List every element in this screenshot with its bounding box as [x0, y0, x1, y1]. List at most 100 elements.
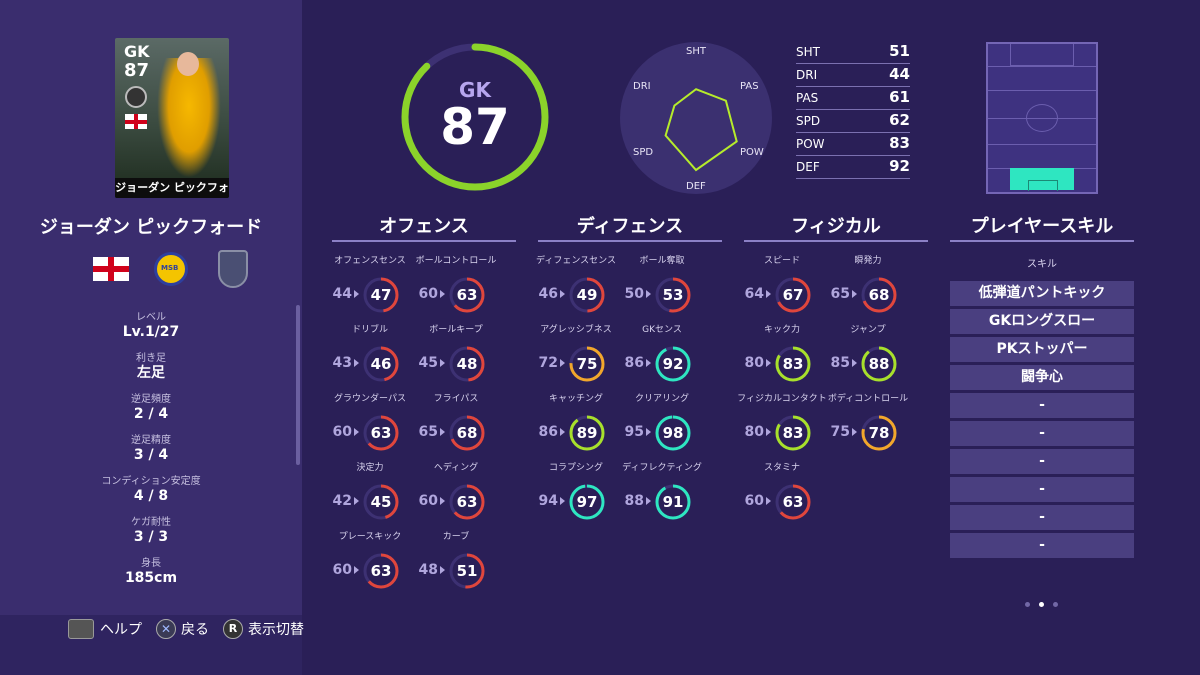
stat-current-value: 97 — [576, 493, 598, 511]
player-name: ジョーダン ピックフォード — [39, 217, 263, 238]
stat-gauge-ring — [775, 484, 811, 520]
increase-arrow-icon — [440, 290, 445, 298]
stat-gauge-fill — [861, 346, 897, 382]
summary-row-sht: SHT 51 — [796, 42, 910, 64]
touchpad-button-icon[interactable] — [68, 619, 94, 639]
summary-key: PAS — [796, 91, 819, 105]
stat-gauge-fill — [775, 346, 811, 382]
stat-base-value: 94 — [538, 493, 558, 509]
summary-value: 62 — [889, 111, 910, 129]
pitch-centre-circle — [1026, 104, 1058, 132]
stat-base-value: 64 — [744, 286, 764, 302]
stat-name: ドリブル — [351, 325, 388, 335]
summary-row-spd: SPD 62 — [796, 111, 910, 133]
stat-name: ボールキープ — [429, 325, 483, 335]
skill-slot[interactable]: - — [950, 449, 1134, 474]
skills-header: スキル — [1027, 259, 1057, 270]
toggle-view-label[interactable]: 表示切替 — [248, 622, 304, 638]
stat-gauge-fill — [569, 277, 605, 313]
cross-button-icon[interactable]: ✕ — [156, 619, 176, 639]
player-card: GK 87 ジョーダン ピックフォード — [115, 38, 229, 198]
section-title-physical: フィジカル — [744, 212, 928, 242]
stat-base-value: 80 — [744, 424, 764, 440]
summary-value: 44 — [889, 65, 910, 83]
skill-slot[interactable]: 低弾道パントキック — [950, 281, 1134, 306]
attribute-value: 左足 — [137, 365, 165, 381]
stat-base-value: 60 — [744, 493, 764, 509]
physical-stat: スタミナ 60 63 — [742, 463, 822, 527]
summary-divider — [796, 155, 910, 156]
skill-slot[interactable]: - — [950, 533, 1134, 558]
stat-base-value: 42 — [332, 493, 352, 509]
physical-stat: キック力 80 83 — [742, 325, 822, 389]
skill-slot[interactable]: - — [950, 421, 1134, 446]
back-label[interactable]: 戻る — [181, 622, 209, 638]
stat-base-value: 65 — [830, 286, 850, 302]
stat-current-value: 51 — [456, 562, 478, 580]
attribute-value: 2 / 4 — [133, 406, 169, 422]
stat-gauge-ring — [655, 415, 691, 451]
radar-label-dri: DRI — [633, 81, 651, 92]
skill-slot[interactable]: - — [950, 505, 1134, 530]
stat-gauge-ring — [363, 553, 399, 589]
stat-gauge-fill — [363, 484, 399, 520]
attribute-label: レベル — [136, 312, 166, 323]
stat-base-value: 75 — [830, 424, 850, 440]
page-indicator-dot[interactable] — [1053, 602, 1058, 607]
skill-slot[interactable]: 闘争心 — [950, 365, 1134, 390]
page-indicator-dot-active[interactable] — [1039, 602, 1044, 607]
attribute-value: 3 / 4 — [133, 447, 169, 463]
stat-base-value: 60 — [332, 562, 352, 578]
scrollbar[interactable] — [296, 305, 300, 465]
stat-base-value: 86 — [538, 424, 558, 440]
league-emblem-icon — [218, 250, 248, 288]
stat-base-value: 50 — [624, 286, 644, 302]
skill-slot[interactable]: - — [950, 477, 1134, 502]
physical-stat: ジャンプ 85 88 — [828, 325, 908, 389]
r-button-icon[interactable]: R — [223, 619, 243, 639]
stat-current-value: 46 — [370, 355, 392, 373]
stat-current-value: 45 — [370, 493, 392, 511]
skill-slot[interactable]: GKロングスロー — [950, 309, 1134, 334]
stat-name: カーブ — [442, 532, 470, 542]
attribute-value: 3 / 3 — [133, 529, 169, 545]
increase-arrow-icon — [560, 497, 565, 505]
pitch-top-box — [1010, 44, 1074, 66]
stat-current-value: 91 — [662, 493, 684, 511]
stat-name: クリアリング — [634, 394, 689, 404]
section-title-defense: ディフェンス — [538, 212, 722, 242]
offense-stat: グラウンダーパス 60 63 — [330, 394, 410, 458]
summary-row-def: DEF 92 — [796, 157, 910, 179]
offense-stat: ヘディング 60 63 — [416, 463, 496, 527]
stat-current-value: 83 — [782, 424, 804, 442]
stat-current-value: 68 — [868, 286, 890, 304]
page-indicator-dot[interactable] — [1025, 602, 1030, 607]
offense-stat: オフェンスセンス 44 47 — [330, 256, 410, 320]
radar-label-pow: POW — [740, 147, 764, 158]
card-name: ジョーダン ピックフォード — [115, 178, 229, 198]
increase-arrow-icon — [766, 290, 771, 298]
stat-gauge-fill — [569, 346, 605, 382]
skill-slot[interactable]: PKストッパー — [950, 337, 1134, 362]
stat-gauge-fill — [861, 415, 897, 451]
offense-stat: カーブ 48 51 — [416, 532, 496, 596]
stat-name: フライパス — [433, 394, 479, 404]
stat-gauge-fill — [363, 277, 399, 313]
skill-slot[interactable]: - — [950, 393, 1134, 418]
stat-gauge-fill — [775, 415, 811, 451]
stat-gauge-ring — [655, 277, 691, 313]
increase-arrow-icon — [354, 497, 359, 505]
help-label[interactable]: ヘルプ — [100, 622, 142, 638]
attribute-label: コンディション安定度 — [101, 476, 201, 487]
stat-name: アグレッシブネス — [540, 325, 612, 335]
offense-stat: プレースキック 60 63 — [330, 532, 410, 596]
pitch-gk-zone-highlight — [1010, 168, 1074, 191]
stat-current-value: 78 — [868, 424, 890, 442]
increase-arrow-icon — [766, 359, 771, 367]
stat-name: フィジカルコンタクト — [737, 394, 827, 404]
increase-arrow-icon — [646, 290, 651, 298]
stat-name: キック力 — [763, 325, 800, 335]
stat-gauge-ring — [363, 484, 399, 520]
stat-base-value: 86 — [624, 355, 644, 371]
stat-gauge-fill — [363, 553, 399, 589]
